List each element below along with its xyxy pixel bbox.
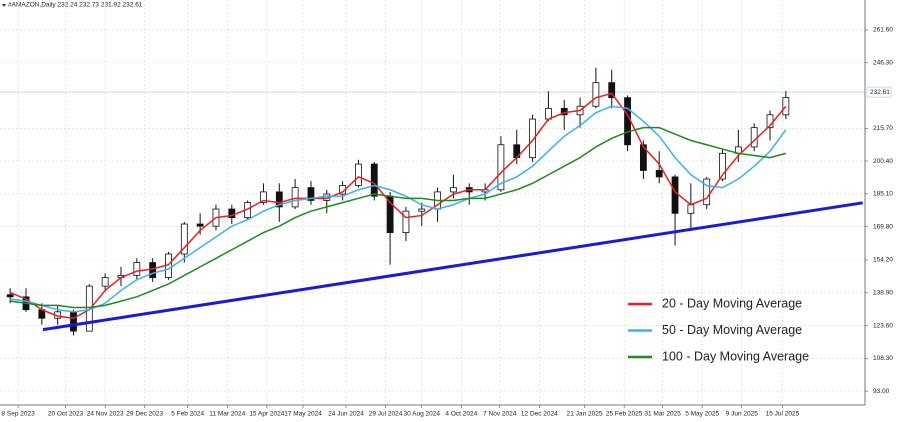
x-tick-label: 30 Aug 2024 xyxy=(404,411,441,418)
chart-title: #AMAZON,Daily 232.24 232.73 231.92 232.6… xyxy=(8,2,143,9)
x-tick-label: 24 Jun 2024 xyxy=(328,411,364,418)
candle-body xyxy=(101,277,109,287)
x-tick-label: 7 Nov 2024 xyxy=(483,411,517,418)
x-tick-label: 5 Feb 2024 xyxy=(171,411,204,418)
x-tick-label: 31 Mar 2025 xyxy=(644,411,681,418)
y-tick-label: 108.30 xyxy=(873,355,893,362)
x-tick-label: 21 Jan 2025 xyxy=(567,411,603,418)
x-tick-label: 8 Sep 2023 xyxy=(1,411,35,418)
y-tick-label: 154.20 xyxy=(873,257,893,264)
trendline xyxy=(42,201,863,332)
x-tick-label: 5 May 2025 xyxy=(685,411,719,418)
menu-triangle xyxy=(2,4,6,7)
candle-body xyxy=(608,82,616,99)
candle-body xyxy=(133,262,141,276)
candle-body xyxy=(592,82,600,107)
x-tick-label: 25 Feb 2025 xyxy=(606,411,643,418)
candle-body xyxy=(260,191,267,204)
price-label: 232.61 xyxy=(870,89,890,96)
candle-body xyxy=(149,262,157,278)
price-label-box xyxy=(866,86,892,98)
x-tick-label: 12 Dec 2024 xyxy=(521,411,558,418)
ma-line xyxy=(9,92,787,320)
x-tick-label: 17 May 2024 xyxy=(284,411,322,418)
y-tick-label: 261.60 xyxy=(873,27,893,34)
candle-body xyxy=(703,178,711,206)
candle-body xyxy=(639,144,647,171)
candle-body xyxy=(228,208,236,218)
y-tick-label: 123.60 xyxy=(873,322,893,329)
candle-body xyxy=(355,163,362,186)
y-tick-label: 169.80 xyxy=(873,223,893,230)
legend-label: 20 - Day Moving Average xyxy=(662,296,802,310)
candle-body xyxy=(180,223,188,255)
legend-label: 50 - Day Moving Average xyxy=(662,323,802,337)
y-tick-label: 93.00 xyxy=(873,388,890,395)
ma-line xyxy=(10,105,787,313)
x-tick-label: 24 Nov 2023 xyxy=(87,411,124,418)
legend-label: 100 - Day Moving Average xyxy=(662,349,809,363)
candle-body xyxy=(687,204,695,214)
x-tick-label: 15 Jul 2025 xyxy=(766,411,800,418)
candle-body xyxy=(275,191,283,208)
candle-body xyxy=(624,97,631,146)
candle-body xyxy=(291,187,299,208)
candle-body xyxy=(370,163,378,197)
ma-line xyxy=(10,126,787,309)
y-tick-label: 185.10 xyxy=(873,191,893,198)
candle-body xyxy=(529,118,536,159)
x-tick-label: 9 Jun 2025 xyxy=(726,411,759,418)
candle-body xyxy=(719,152,726,180)
candle-body xyxy=(497,144,505,191)
candle-body xyxy=(6,294,14,298)
candle-body xyxy=(418,208,426,212)
y-tick-label: 246.30 xyxy=(873,59,893,66)
candle-body xyxy=(307,187,315,201)
candle-body xyxy=(450,187,457,193)
x-tick-label: 29 Dec 2023 xyxy=(126,411,163,418)
candle-body xyxy=(750,127,758,148)
y-tick-label: 200.40 xyxy=(873,158,893,165)
candle-body xyxy=(402,210,410,233)
candle-body xyxy=(655,170,663,178)
candle-body xyxy=(70,311,77,332)
candle-body xyxy=(196,223,204,227)
x-tick-label: 11 Mar 2024 xyxy=(209,411,245,418)
x-tick-label: 15 Apr 2024 xyxy=(249,411,284,418)
x-tick-label: 20 Oct 2023 xyxy=(48,411,84,418)
y-tick-label: 215.70 xyxy=(873,125,893,132)
y-tick-label: 138.90 xyxy=(873,289,893,296)
x-tick-label: 4 Oct 2024 xyxy=(445,411,477,418)
x-tick-label: 29 Jul 2024 xyxy=(369,411,403,418)
candle-body xyxy=(671,176,679,214)
